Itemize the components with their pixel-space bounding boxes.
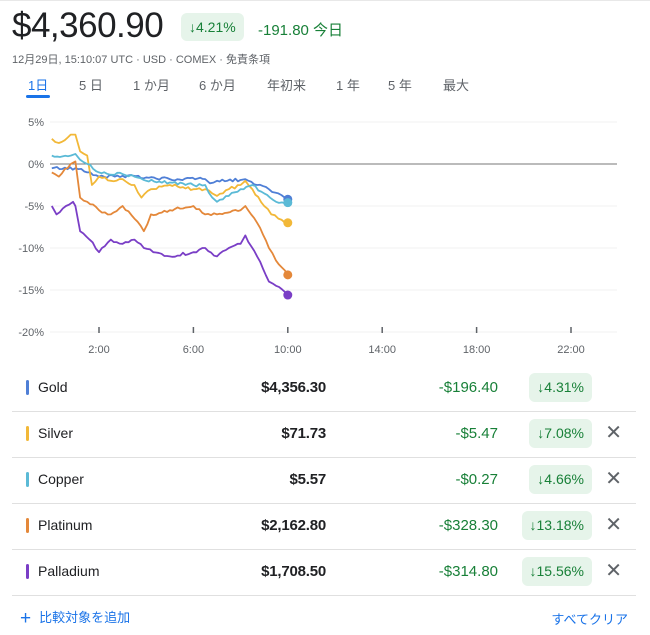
tab-1d[interactable]: 1日: [25, 75, 51, 98]
x-tick-label: 6:00: [183, 344, 204, 356]
comparison-row[interactable]: Silver $71.73 -$5.47 ↓7.08% ✕: [12, 411, 636, 458]
comparison-row[interactable]: Palladium $1,708.50 -$314.80 ↓15.56% ✕: [12, 549, 636, 596]
series-line-palladium: [51, 200, 289, 296]
comparison-price: $5.57: [289, 471, 326, 488]
series-end-dot-copper: [283, 198, 293, 208]
comparison-price: $1,708.50: [261, 563, 326, 580]
comparison-price: $71.73: [281, 425, 326, 442]
series-end-dot-palladium: [283, 290, 293, 300]
add-comparison-label: 比較対象を追加: [39, 610, 131, 625]
y-tick-label: 5%: [28, 117, 44, 129]
comparison-percent-badge: ↓13.18%: [521, 511, 592, 540]
comparison-row[interactable]: Platinum $2,162.80 -$328.30 ↓13.18% ✕: [12, 503, 636, 550]
x-tick-label: 14:00: [368, 344, 396, 356]
x-tick-label: 2:00: [88, 344, 109, 356]
clear-all-button[interactable]: すべてクリア: [551, 612, 628, 627]
remove-comparison-close-icon[interactable]: ✕: [605, 468, 622, 490]
tab-1y[interactable]: 1 年: [336, 78, 360, 93]
comparison-change: -$314.80: [438, 563, 498, 580]
quote-subtitle: 12月29日, 15:10:07 UTC · USD · COMEX · 免責条…: [12, 54, 270, 66]
remove-comparison-close-icon[interactable]: ✕: [605, 514, 622, 536]
comparison-change: -$5.47: [455, 425, 498, 442]
comparison-percent-badge: ↓4.31%: [529, 373, 592, 402]
comparison-percent-badge: ↓7.08%: [529, 419, 592, 448]
add-comparison-button[interactable]: + 比較対象を追加: [20, 607, 130, 630]
y-tick-label: 0%: [28, 159, 44, 171]
tab-max[interactable]: 最大: [443, 78, 470, 93]
tab-1m[interactable]: 1 か月: [133, 78, 170, 93]
change-amount: -191.80 今日: [258, 19, 343, 40]
comparison-change: -$0.27: [455, 471, 498, 488]
series-color-swatch: [26, 380, 29, 395]
y-tick-label: -5%: [24, 201, 44, 213]
comparison-percent-badge: ↓15.56%: [521, 557, 592, 586]
series-end-dot-silver: [283, 218, 293, 228]
x-tick-label: 18:00: [463, 344, 491, 356]
remove-comparison-close-icon[interactable]: ✕: [605, 560, 622, 582]
comparison-name: Silver: [38, 425, 74, 441]
series-color-swatch: [26, 426, 29, 441]
comparison-change: -$196.40: [438, 379, 498, 396]
comparison-name: Copper: [38, 471, 84, 487]
series-line-platinum: [51, 160, 289, 276]
comparison-percent-badge: ↓4.66%: [529, 465, 592, 494]
current-price: $4,360.90: [12, 6, 164, 45]
change-amount-value: -191.80: [258, 22, 309, 39]
remove-comparison-close-icon[interactable]: ✕: [605, 422, 622, 444]
tab-5d[interactable]: 5 日: [79, 78, 103, 93]
x-tick-label: 22:00: [557, 344, 585, 356]
comparison-change: -$328.30: [438, 517, 498, 534]
comparison-price: $2,162.80: [261, 517, 326, 534]
today-label: 今日: [313, 22, 344, 39]
series-color-swatch: [26, 564, 29, 579]
comparison-row[interactable]: Copper $5.57 -$0.27 ↓4.66% ✕: [12, 457, 636, 504]
tab-5y[interactable]: 5 年: [388, 78, 412, 93]
tab-6m[interactable]: 6 か月: [199, 78, 236, 93]
comparison-row[interactable]: Gold $4,356.30 -$196.40 ↓4.31%: [12, 365, 636, 412]
comparison-chart[interactable]: 5% 0% -5% -10% -15% -20% 2:00 6:00 10:00 14:00 18:…: [0, 108, 650, 363]
comparison-price: $4,356.30: [261, 379, 326, 396]
x-tick-label: 10:00: [274, 344, 302, 356]
comparison-name: Palladium: [38, 563, 100, 579]
y-tick-label: -15%: [18, 285, 44, 297]
series-color-swatch: [26, 518, 29, 533]
y-tick-label: -10%: [18, 243, 44, 255]
top-divider: [0, 0, 650, 1]
series-end-dot-platinum: [283, 270, 293, 280]
comparison-name: Gold: [38, 379, 68, 395]
y-tick-label: -20%: [18, 327, 44, 339]
change-percent-badge: ↓4.21%: [181, 13, 244, 41]
comparison-name: Platinum: [38, 517, 93, 533]
tab-ytd[interactable]: 年初来: [267, 78, 307, 93]
plus-icon: +: [20, 608, 32, 629]
series-line-silver: [51, 133, 288, 224]
series-line-copper: [51, 153, 288, 205]
series-color-swatch: [26, 472, 29, 487]
